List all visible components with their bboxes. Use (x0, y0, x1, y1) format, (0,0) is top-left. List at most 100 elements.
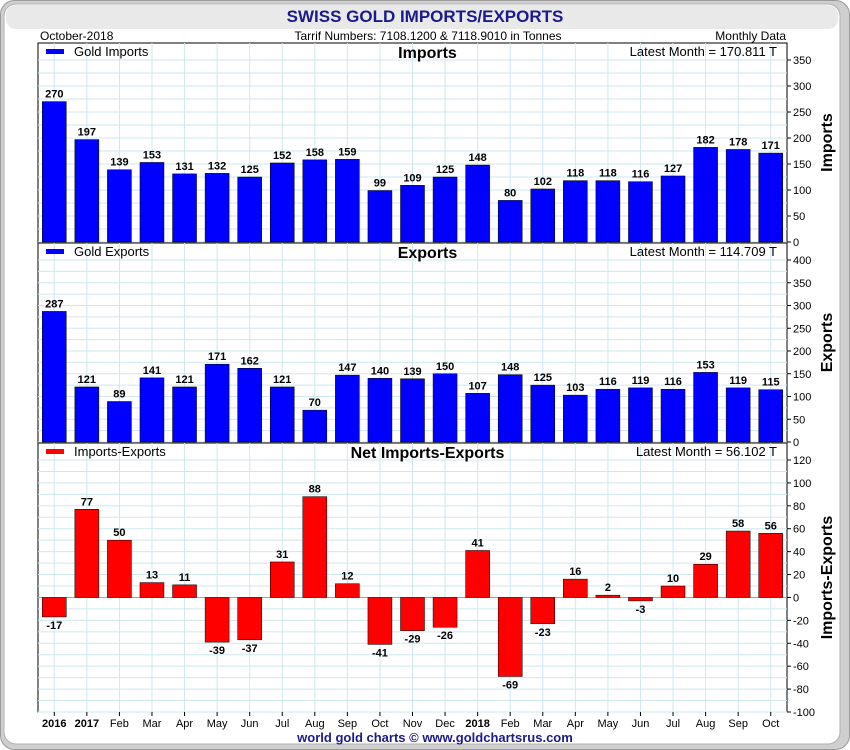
x-tick-label: Mar (143, 718, 162, 730)
bar-value-label: 80 (504, 187, 516, 199)
bar (269, 162, 295, 243)
x-tick-label: Oct (371, 718, 388, 730)
bar (660, 585, 686, 598)
bar (74, 139, 100, 243)
bar (758, 389, 783, 443)
bar (725, 530, 751, 598)
frequency-label: Monthly Data (715, 29, 786, 43)
y-tick-label: 400 (793, 255, 811, 267)
x-tick-label: Sep (728, 718, 748, 730)
bar-value-label: 125 (240, 164, 258, 176)
y-tick-label: 120 (793, 455, 811, 467)
bar (660, 175, 686, 243)
bar-value-label: 115 (762, 377, 780, 389)
bar (139, 582, 165, 598)
bar (400, 185, 425, 243)
panel-3: -100 -80 -60 -40 -20 0 20 40 60 80 100 120 -17 77 50 13… (37, 442, 836, 719)
y-axis-title: Imports (819, 113, 836, 172)
bar-value-label: -23 (535, 627, 551, 639)
latest-month-label: Latest Month = 56.102 T (636, 444, 777, 459)
bar (204, 363, 230, 443)
bar (42, 101, 67, 243)
y-tick-label: 0 (793, 237, 799, 249)
bar (563, 180, 588, 243)
bar (269, 561, 295, 598)
bar (432, 373, 458, 443)
x-tick-label: Apr (567, 718, 584, 730)
tariff-subtitle: Tarrif Numbers: 7108.1200 & 7118.9010 in… (294, 29, 561, 43)
y-tick-label: 350 (793, 55, 811, 67)
y-axis-title: Exports (819, 313, 836, 373)
latest-month-label: Latest Month = 170.811 T (630, 44, 777, 59)
bar-value-label: 29 (699, 551, 711, 563)
bar (628, 597, 653, 602)
y-tick-label: -60 (793, 661, 809, 673)
bar (107, 539, 132, 598)
bar-value-label: 99 (374, 178, 386, 190)
bar (74, 509, 100, 598)
bar-value-label: 171 (762, 140, 780, 152)
bar (302, 159, 328, 243)
bar (497, 374, 523, 443)
bar (563, 394, 588, 443)
bar (530, 188, 556, 243)
bar-value-label: 125 (534, 372, 552, 384)
bar (432, 176, 458, 243)
y-tick-label: 300 (793, 81, 811, 93)
bar-value-label: 121 (273, 374, 291, 386)
bar (302, 496, 328, 598)
bar-value-label: 148 (501, 362, 519, 374)
bar-value-label: 70 (309, 397, 321, 409)
bar-value-label: 127 (664, 163, 682, 175)
bar-value-label: 148 (468, 152, 486, 164)
x-tick-label: Sep (338, 718, 358, 730)
bar (693, 147, 718, 243)
legend-label: Gold Exports (74, 244, 150, 259)
date-label: October-2018 (40, 29, 114, 43)
bar-value-label: 153 (696, 359, 714, 371)
y-tick-label: 20 (793, 570, 805, 582)
bar (595, 388, 621, 443)
x-tick-label: 2016 (42, 718, 66, 730)
bar (237, 597, 262, 641)
bar (237, 176, 262, 243)
bar (530, 384, 556, 443)
bar (74, 386, 100, 443)
bar (432, 597, 458, 628)
bar (237, 368, 262, 443)
y-axis-title: Imports-Exports (819, 516, 836, 640)
bar (693, 563, 718, 598)
legend-swatch (46, 49, 64, 54)
y-tick-label: 100 (793, 392, 811, 404)
x-tick-label: Feb (501, 718, 520, 730)
y-tick-label: -100 (793, 707, 815, 719)
bar (335, 583, 360, 598)
bar-value-label: 50 (113, 527, 125, 539)
bar (563, 578, 588, 598)
x-tick-label: Jun (632, 718, 650, 730)
bar-value-label: 13 (146, 570, 158, 582)
bar-value-label: 16 (569, 566, 581, 578)
bar-value-label: 153 (143, 149, 161, 161)
bar (497, 597, 523, 677)
y-tick-label: 50 (793, 414, 805, 426)
bar (367, 597, 393, 645)
bar-value-label: 88 (309, 484, 321, 496)
bar-value-label: 119 (632, 375, 650, 387)
bar-value-label: -69 (502, 679, 518, 691)
x-tick-label: Nov (403, 718, 423, 730)
bar (139, 377, 165, 443)
bar-value-label: -3 (636, 604, 646, 616)
bar-value-label: 121 (78, 374, 96, 386)
y-tick-label: 150 (793, 159, 811, 171)
bar (595, 594, 621, 598)
bar (628, 387, 653, 443)
bar (335, 374, 360, 443)
bar (465, 164, 490, 243)
panel-title: Net Imports-Exports (351, 445, 505, 462)
y-tick-label: 200 (793, 133, 811, 145)
y-tick-label: 80 (793, 501, 805, 513)
bar (335, 159, 360, 243)
bar (758, 152, 783, 243)
